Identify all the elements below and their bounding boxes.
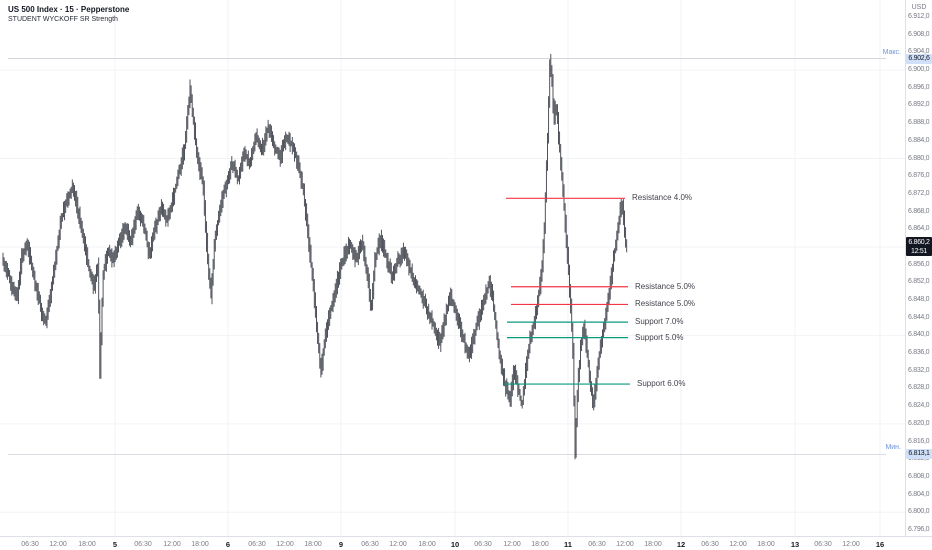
price-tick: 6.832,0 xyxy=(908,366,930,374)
time-tick-day: 16 xyxy=(875,540,885,549)
level-label[interactable]: Resistance 5.0% xyxy=(635,299,696,309)
price-chart-pane[interactable]: US 500 Index · 15 · Pepperstone STUDENT … xyxy=(0,0,905,536)
time-tick: 06:30 xyxy=(134,541,152,548)
price-tick: 6.864,0 xyxy=(908,225,930,233)
last-price-value: 6.860,2 xyxy=(908,239,930,247)
price-tick: 6.824,0 xyxy=(908,402,930,410)
price-axis[interactable]: USD 6.796,06.800,06.804,06.808,06.812,06… xyxy=(905,0,932,536)
price-tick: 6.908,0 xyxy=(908,30,930,38)
level-label[interactable]: Support 7.0% xyxy=(635,317,684,327)
price-tick: 6.804,0 xyxy=(908,490,930,498)
time-tick: 06:30 xyxy=(248,541,266,548)
time-tick-day: 12 xyxy=(676,540,686,549)
price-tick: 6.844,0 xyxy=(908,313,930,321)
price-tick: 6.852,0 xyxy=(908,278,930,286)
high-price-marker-label: Макс. xyxy=(882,48,901,56)
price-tick: 6.808,0 xyxy=(908,472,930,480)
price-tick: 6.912,0 xyxy=(908,13,930,20)
time-tick: 06:30 xyxy=(588,541,606,548)
time-tick: 06:30 xyxy=(701,541,719,548)
time-tick-day: 5 xyxy=(112,540,118,549)
price-tick: 6.876,0 xyxy=(908,172,930,180)
price-tick: 6.892,0 xyxy=(908,101,930,109)
time-tick: 18:00 xyxy=(757,541,775,548)
time-tick: 12:00 xyxy=(729,541,747,548)
price-tick: 6.884,0 xyxy=(908,136,930,144)
level-label[interactable]: Support 5.0% xyxy=(635,332,684,342)
chart-canvas[interactable] xyxy=(0,0,905,536)
last-price-badge: 6.860,2 12:51 xyxy=(906,237,932,257)
chart-legend: US 500 Index · 15 · Pepperstone STUDENT … xyxy=(8,5,129,24)
low-price-badge: 6.813,1 xyxy=(906,449,932,460)
price-tick: 6.856,0 xyxy=(908,260,930,268)
bar-countdown: 12:51 xyxy=(910,248,928,256)
time-tick: 12:00 xyxy=(389,541,407,548)
low-price-marker-label: Мин. xyxy=(885,444,901,452)
symbol-title[interactable]: US 500 Index · 15 · Pepperstone xyxy=(8,5,130,14)
time-tick: 12:00 xyxy=(616,541,634,548)
time-tick-day: 10 xyxy=(450,540,460,549)
price-tick: 6.828,0 xyxy=(908,384,930,392)
time-tick: 12:00 xyxy=(503,541,521,548)
time-tick: 06:30 xyxy=(814,541,832,548)
price-tick: 6.840,0 xyxy=(908,331,930,339)
time-tick: 18:00 xyxy=(531,541,549,548)
time-tick: 18:00 xyxy=(418,541,436,548)
level-label[interactable]: Resistance 4.0% xyxy=(632,193,693,203)
time-tick: 18:00 xyxy=(191,541,209,548)
time-tick: 12:00 xyxy=(842,541,860,548)
currency-label[interactable]: USD xyxy=(911,4,927,11)
time-tick-day: 9 xyxy=(338,540,344,549)
time-tick: 06:30 xyxy=(361,541,379,548)
time-tick: 18:00 xyxy=(644,541,662,548)
candlestick-series xyxy=(2,53,628,460)
time-tick: 06:30 xyxy=(21,541,39,548)
time-tick: 12:00 xyxy=(276,541,294,548)
price-tick: 6.896,0 xyxy=(908,83,930,91)
price-tick: 6.868,0 xyxy=(908,207,930,215)
price-tick: 6.816,0 xyxy=(908,437,930,445)
price-tick: 6.872,0 xyxy=(908,189,930,197)
price-tick: 6.820,0 xyxy=(908,419,930,427)
price-tick: 6.796,0 xyxy=(908,526,930,533)
price-tick: 6.800,0 xyxy=(908,508,930,516)
price-tick: 6.836,0 xyxy=(908,349,930,357)
price-tick: 6.888,0 xyxy=(908,119,930,127)
price-tick: 6.900,0 xyxy=(908,66,930,74)
time-tick: 18:00 xyxy=(304,541,322,548)
indicator-title[interactable]: STUDENT WYCKOFF SR Strength xyxy=(8,16,118,23)
time-tick-day: 13 xyxy=(790,540,800,549)
high-price-badge: 6.902,6 xyxy=(906,53,932,64)
level-label[interactable]: Resistance 5.0% xyxy=(635,281,696,291)
price-tick: 6.848,0 xyxy=(908,296,930,304)
time-tick: 18:00 xyxy=(78,541,96,548)
time-tick-day: 6 xyxy=(225,540,231,549)
time-tick-day: 11 xyxy=(564,540,572,549)
time-axis[interactable]: 06:30 12:00 18:00 5 06:30 12:00 18:00 6 06:30 12:… xyxy=(0,536,932,550)
level-label[interactable]: Support 6.0% xyxy=(637,379,686,389)
price-tick: 6.880,0 xyxy=(908,154,930,162)
time-tick: 12:00 xyxy=(163,541,181,548)
time-tick: 06:30 xyxy=(474,541,492,548)
price-tick: 6.904,0 xyxy=(908,48,930,56)
time-tick: 12:00 xyxy=(49,541,67,548)
